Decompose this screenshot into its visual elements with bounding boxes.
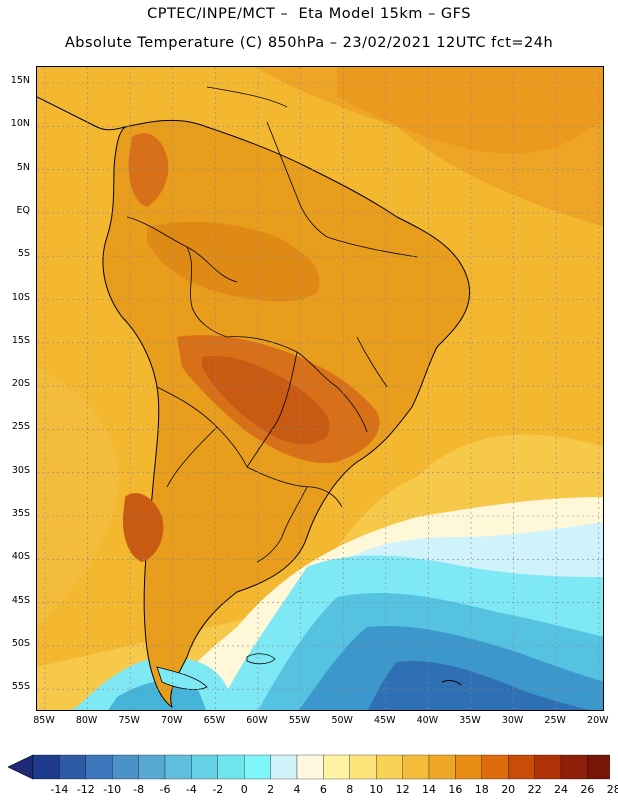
- lat-label-10s: 10S: [11, 291, 30, 303]
- caribbean-coast: [206, 86, 288, 108]
- lat-label-25s: 25S: [11, 421, 30, 433]
- ocean-north-warmer: [337, 67, 603, 154]
- blue-region-3: [368, 661, 590, 710]
- lat-label-20s: 20S: [11, 378, 30, 390]
- colorbar-cell: [244, 754, 271, 780]
- colorbar-label: 20: [501, 783, 516, 796]
- colorbar-cell: [32, 754, 60, 780]
- colorbar-cell: [270, 754, 298, 780]
- colorbar-cell: [587, 754, 610, 780]
- colorbar-label: 8: [346, 783, 354, 796]
- colorbar-label: -14: [50, 783, 69, 796]
- lat-label-55s: 55S: [11, 681, 30, 693]
- lon-label-45w: 45W: [374, 715, 396, 726]
- colorbar-cell: [349, 754, 377, 780]
- colorbar-label: 16: [448, 783, 463, 796]
- colorbar-cell: [164, 754, 192, 780]
- colorbar-cell: [508, 754, 535, 780]
- lat-label-15s: 15S: [11, 334, 30, 346]
- lon-label-40w: 40W: [416, 715, 439, 726]
- colorbar-cell: [455, 754, 482, 780]
- colorbar-label: 22: [527, 783, 542, 796]
- colorbar-label: 10: [369, 783, 384, 796]
- colorbar-cell: [402, 754, 430, 780]
- falkland-islands: [246, 653, 276, 665]
- colorbar-label: 6: [319, 783, 327, 796]
- colorbar-label: 14: [422, 783, 436, 796]
- colorbar-label: 26: [580, 783, 595, 796]
- colorbar-cell: [534, 754, 562, 780]
- colorbar-label: -6: [159, 783, 171, 796]
- map-canvas: [37, 67, 603, 710]
- colorbar-cell: [59, 754, 86, 780]
- lon-label-85w: 85W: [33, 715, 55, 726]
- ocean-west-band: [37, 367, 119, 627]
- tierra-del-fuego: [156, 666, 208, 690]
- colorbar-label: 0: [240, 783, 248, 796]
- colorbar-label: -8: [133, 783, 145, 796]
- lat-label-35s: 35S: [11, 508, 30, 519]
- colorbar-cell: [481, 754, 509, 780]
- lon-label-60w: 60W: [246, 715, 268, 726]
- colorbar-label: 24: [554, 783, 568, 796]
- lat-label-15n: 15N: [10, 75, 30, 86]
- lat-label-40s: 40S: [11, 551, 30, 563]
- lon-label-25w: 25W: [544, 715, 566, 726]
- lon-label-50w: 50W: [331, 715, 353, 726]
- lat-label-5s: 5S: [17, 248, 30, 260]
- lat-label-30s: 30S: [11, 464, 30, 476]
- lat-label-45s: 45S: [11, 594, 30, 606]
- colorbar-cell: [191, 754, 218, 780]
- colorbar-cell: [323, 754, 350, 780]
- lon-label-35w: 35W: [459, 715, 481, 726]
- colorbar-label: 28: [606, 783, 618, 796]
- colorbar-cell: [112, 754, 139, 780]
- title-line-2: Absolute Temperature (C) 850hPa – 23/02/…: [64, 35, 554, 51]
- colorbar-cell: [85, 754, 113, 780]
- colorbar-label: -4: [185, 783, 197, 796]
- colorbar-label: 12: [395, 783, 410, 796]
- lon-label-65w: 65W: [203, 715, 226, 726]
- lon-label-30w: 30W: [501, 715, 524, 726]
- color-scale-bar: [8, 754, 610, 780]
- lon-label-75w: 75W: [118, 715, 140, 726]
- hot-region-south: [122, 493, 164, 562]
- central-america-coast: [37, 96, 126, 131]
- lat-label-eq: EQ: [16, 204, 30, 216]
- lon-label-80w: 80W: [75, 715, 98, 726]
- colorbar-left-arrow: [8, 754, 34, 780]
- lat-label-50s: 50S: [11, 637, 30, 649]
- lat-label-5n: 5N: [16, 161, 30, 173]
- colorbar-cell: [138, 754, 166, 780]
- colorbar-cell: [217, 754, 245, 780]
- colorbar-label: 18: [474, 783, 489, 796]
- colorbar-cell: [428, 754, 456, 780]
- colorbar-label: 2: [267, 783, 275, 796]
- warm-amazon: [147, 221, 320, 302]
- colorbar-label: -12: [76, 783, 95, 796]
- very-hot-core: [202, 356, 330, 445]
- country-borders: [126, 121, 418, 563]
- lon-label-55w: 55W: [288, 715, 311, 726]
- colorbar-label: -2: [212, 783, 224, 796]
- colorbar-label: -10: [103, 783, 122, 796]
- colorbar-cell: [560, 754, 588, 780]
- colorbar-label: 4: [293, 783, 301, 796]
- lon-label-70w: 70W: [161, 715, 183, 726]
- hot-region-north: [128, 133, 169, 207]
- colorbar-cell: [376, 754, 403, 780]
- south-georgia: [441, 680, 462, 686]
- title-line-1: CPTEC/INPE/MCT – Eta Model 15km – GFS: [147, 6, 471, 22]
- temperature-map[interactable]: [36, 66, 604, 711]
- colorbar-cell: [296, 754, 324, 780]
- lon-label-20w: 20W: [587, 715, 609, 726]
- lat-label-10n: 10N: [10, 118, 30, 130]
